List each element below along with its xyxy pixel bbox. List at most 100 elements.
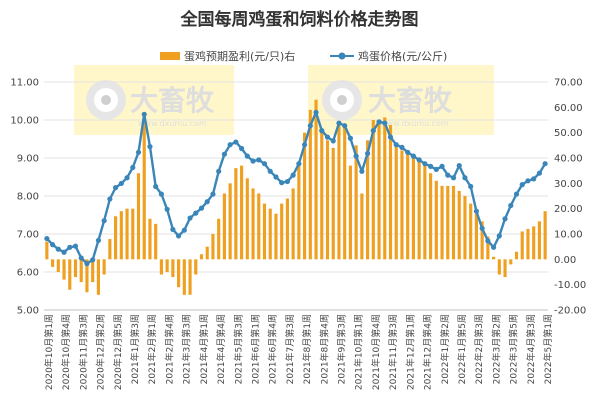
price-point <box>324 134 331 140</box>
y-left-tick-label: 9.00 <box>17 154 39 165</box>
price-point <box>198 205 205 211</box>
price-point <box>347 135 354 141</box>
price-point <box>508 202 514 209</box>
y-axis-left: 5.00 6.00 7.00 8.00 9.00 10.00 11.00 <box>10 78 39 317</box>
bar <box>474 213 478 260</box>
price-point <box>353 153 359 159</box>
bar <box>303 132 307 260</box>
x-axis: 2020年10月第1周 2020年10月第4周 2020年11月第3周 2020年12… <box>43 309 554 390</box>
bar <box>360 193 364 260</box>
price-point <box>370 128 376 134</box>
y-right-tick-label: 0.00 <box>554 255 576 266</box>
price-point <box>118 180 124 187</box>
bar <box>337 125 341 260</box>
bar <box>377 122 381 260</box>
bar <box>91 259 95 283</box>
bar <box>165 259 169 272</box>
y-left-tick-label: 7.00 <box>17 230 39 241</box>
price-point <box>267 168 273 174</box>
legend-line-marker <box>338 52 346 60</box>
price-point <box>525 178 531 184</box>
price-point <box>181 227 187 233</box>
price-point <box>261 161 268 167</box>
bar <box>371 120 375 260</box>
bar <box>446 185 450 260</box>
bar <box>480 221 484 260</box>
y-left-tick-label: 11.00 <box>10 78 39 89</box>
price-point <box>359 168 365 174</box>
price-point <box>55 246 61 252</box>
bar <box>514 251 519 260</box>
bar <box>503 259 507 278</box>
price-point <box>72 243 79 249</box>
x-tick-label: 2021年7月第3周 <box>284 314 296 384</box>
legend-line-label: 鸡蛋价格(元/公斤) <box>358 49 447 63</box>
bar <box>171 259 175 278</box>
price-point <box>439 163 445 169</box>
bar <box>417 160 421 260</box>
bar <box>406 152 410 260</box>
price-point <box>313 109 319 115</box>
bar <box>182 259 186 295</box>
price-point <box>84 261 90 267</box>
y-right-tick-label: -20.00 <box>554 306 586 317</box>
x-tick-label: 2021年6月第1周 <box>250 314 262 384</box>
price-point <box>284 178 291 185</box>
price-point <box>67 244 73 250</box>
bar <box>314 99 318 260</box>
price-point <box>450 175 457 181</box>
bar <box>45 241 49 260</box>
bar <box>159 259 163 275</box>
x-tick-label: 2021年5月第3周 <box>232 314 244 384</box>
x-tick-label: 2021年12月第4周 <box>422 314 434 390</box>
x-tick-label: 2021年6月第4周 <box>267 314 279 384</box>
bar <box>148 218 152 260</box>
price-point <box>433 166 439 172</box>
price-point <box>342 123 348 129</box>
price-point <box>405 149 411 155</box>
bar <box>469 203 473 260</box>
price-point <box>473 208 480 214</box>
watermark-logo-right: 大畜牧 www.dxumu.com <box>308 65 494 135</box>
legend: 蛋鸡预期盈利(元/只)右 鸡蛋价格(元/公斤) <box>160 49 447 63</box>
bar <box>348 165 352 260</box>
bar <box>257 193 261 260</box>
x-tick-label: 2022年1月第5周 <box>456 314 468 384</box>
x-tick-label: 2021年4月第4周 <box>215 314 227 384</box>
bar <box>297 163 301 260</box>
y-right-tick-label: 60.00 <box>554 103 583 114</box>
bar <box>136 173 141 260</box>
bar <box>291 188 295 260</box>
x-tick-label: 2022年3月第5周 <box>508 314 520 384</box>
price-point <box>78 255 84 261</box>
bar <box>492 256 496 260</box>
bar <box>394 142 398 260</box>
price-point <box>336 120 342 126</box>
price-point <box>130 164 136 171</box>
bar <box>79 259 83 283</box>
price-point <box>502 216 508 222</box>
watermark-logo-left: 大畜牧 www.dxumu.com <box>74 65 234 135</box>
bar <box>509 259 513 265</box>
bar <box>308 109 312 260</box>
price-line <box>46 111 547 265</box>
price-point <box>399 144 405 150</box>
x-tick-label: 2022年3月第2周 <box>490 314 502 384</box>
bar <box>56 259 60 272</box>
bar <box>463 196 467 260</box>
bar <box>331 147 335 260</box>
price-point <box>410 153 417 159</box>
price-point <box>496 233 502 239</box>
bar <box>388 125 393 260</box>
bar-series <box>45 99 547 295</box>
y-right-tick-label: 20.00 <box>554 204 583 215</box>
price-point <box>513 191 520 197</box>
price-point <box>319 128 325 134</box>
legend-bar-label: 蛋鸡预期盈利(元/只)右 <box>184 49 295 63</box>
price-point <box>427 163 434 169</box>
line-series <box>44 109 548 267</box>
x-tick-label: 2021年2月第1周 <box>146 314 158 384</box>
bar <box>268 208 272 260</box>
bar <box>520 231 524 260</box>
